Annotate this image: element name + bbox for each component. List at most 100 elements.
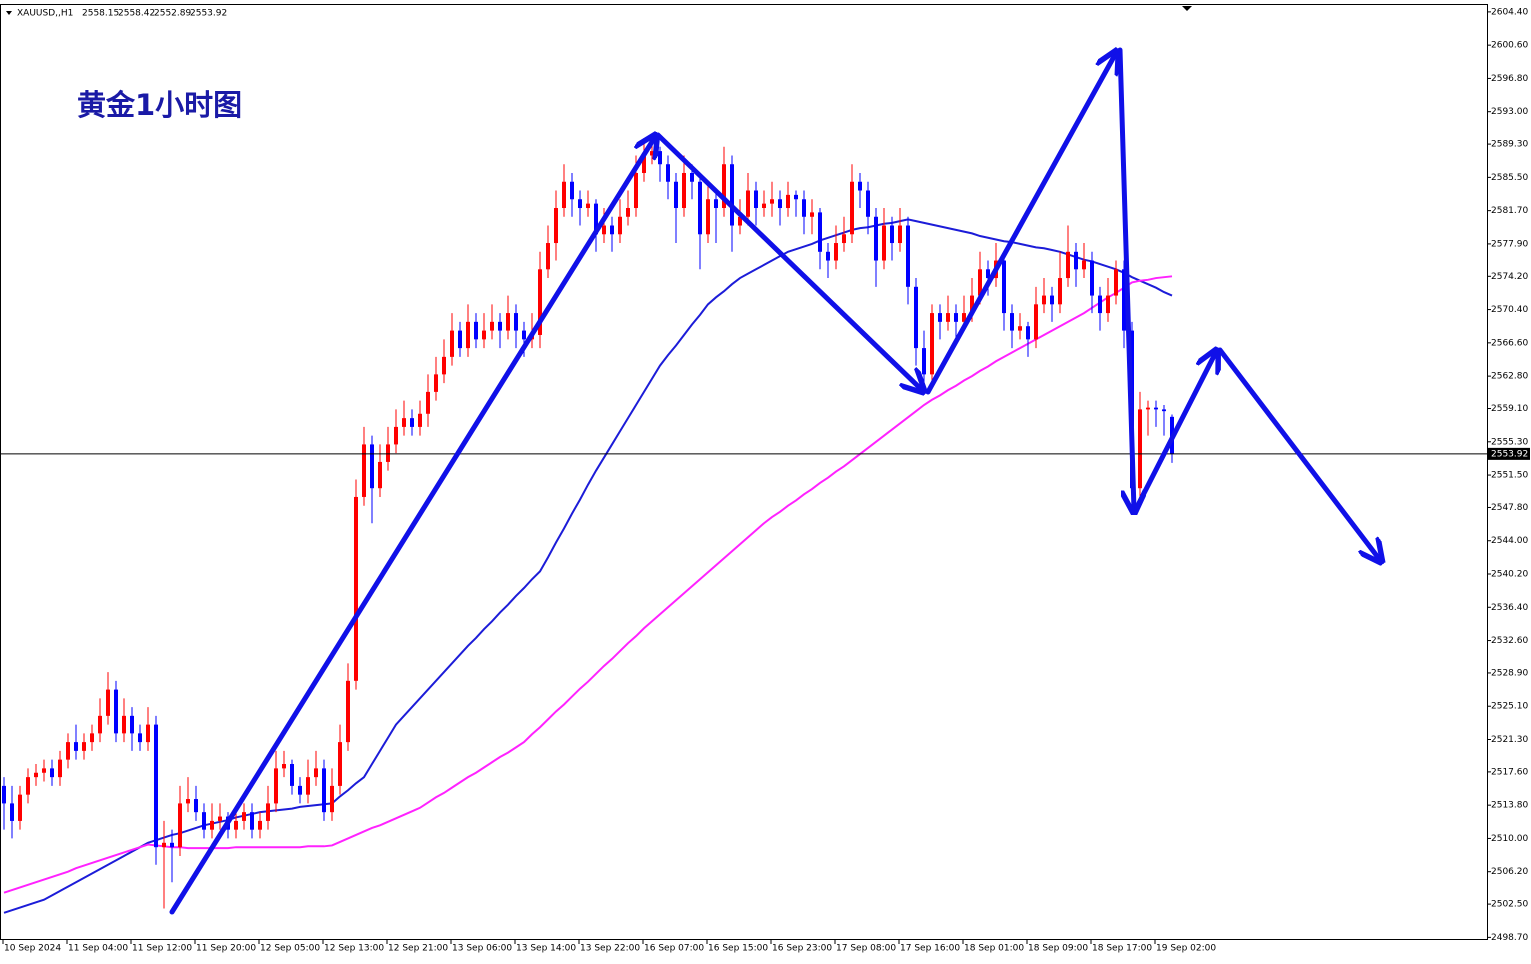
candle-body — [746, 190, 750, 217]
candle-body — [1082, 260, 1086, 270]
x-tick-label: 13 Sep 14:00 — [516, 944, 576, 954]
y-tick-label: 2544.00 — [1491, 536, 1528, 546]
x-tick-label: 13 Sep 06:00 — [452, 944, 512, 954]
x-tick-label: 17 Sep 16:00 — [900, 944, 960, 954]
candle-body — [666, 164, 670, 182]
trend-arrows — [169, 47, 1380, 915]
y-tick-label: 2585.50 — [1491, 173, 1528, 183]
y-tick-label: 2596.80 — [1491, 74, 1528, 84]
candle-body — [858, 181, 862, 191]
candle-body — [450, 330, 454, 357]
y-tick-label: 2581.70 — [1491, 206, 1528, 216]
candle-body — [394, 426, 398, 445]
y-tick-label: 2540.20 — [1491, 570, 1528, 580]
x-tick-label: 16 Sep 15:00 — [708, 944, 768, 954]
candle-body — [1162, 409, 1166, 412]
candle-body — [1026, 326, 1030, 340]
y-tick-label: 2517.60 — [1491, 767, 1528, 777]
candle-body — [770, 199, 774, 204]
candle-body — [274, 768, 278, 804]
candle-body — [98, 715, 102, 734]
candle-body — [626, 208, 630, 217]
candle-body — [234, 820, 238, 830]
candle-body — [1010, 313, 1014, 331]
candle-body — [682, 172, 686, 209]
candle-body — [546, 243, 550, 270]
y-tick-label: 2551.50 — [1491, 471, 1528, 481]
arrow — [1117, 47, 1134, 510]
y-tick-label: 2502.50 — [1491, 900, 1528, 910]
y-tick-label: 2604.40 — [1491, 7, 1528, 17]
candle-body — [298, 785, 302, 795]
candle-body — [714, 199, 718, 209]
y-tick-label: 2498.70 — [1491, 933, 1528, 943]
candle-body — [946, 313, 950, 322]
candle-body — [74, 742, 78, 751]
x-tick-label: 11 Sep 12:00 — [132, 944, 192, 954]
y-tick-label: 2593.00 — [1491, 107, 1528, 117]
candle-body — [58, 759, 62, 778]
candle-body — [378, 461, 382, 489]
y-tick-label: 2555.30 — [1491, 437, 1528, 447]
candle-body — [810, 212, 814, 217]
candle-body — [1066, 251, 1070, 279]
candle-body — [690, 172, 694, 182]
candle-body — [2, 785, 6, 804]
candle-body — [850, 181, 854, 235]
candle-body — [66, 742, 70, 760]
candle-body — [562, 181, 566, 209]
arrow — [925, 53, 1116, 395]
candle-body — [1058, 278, 1062, 305]
header-open: 2558.15 — [82, 9, 119, 19]
candle-body — [1034, 304, 1038, 340]
candle-body — [1050, 295, 1054, 305]
candle-body — [722, 164, 726, 209]
candle-body — [1018, 326, 1022, 331]
x-tick-label: 12 Sep 21:00 — [388, 944, 448, 954]
candle-body — [642, 155, 646, 173]
candle-body — [1122, 269, 1126, 331]
candle-body — [186, 799, 190, 804]
candle-body — [1146, 407, 1150, 410]
candle-body — [698, 181, 702, 235]
moving-average — [3, 218, 1173, 914]
x-tick-label: 18 Sep 17:00 — [1092, 944, 1152, 954]
candle-body — [962, 313, 966, 322]
candle-body — [1098, 295, 1102, 314]
candle-body — [602, 225, 606, 235]
candle-body — [874, 216, 878, 261]
candle-body — [194, 799, 198, 813]
candle-body — [154, 724, 158, 848]
candle-body — [802, 199, 806, 217]
candle-body — [610, 225, 614, 235]
y-tick-label: 2547.80 — [1491, 503, 1528, 513]
candle-body — [762, 203, 766, 209]
x-tick-label: 12 Sep 13:00 — [324, 944, 384, 954]
candle-body — [618, 216, 622, 235]
candle-body — [786, 194, 790, 209]
candle-body — [250, 812, 254, 830]
candle-body — [50, 768, 54, 778]
price-label-bg — [1488, 447, 1530, 460]
candle-body — [130, 715, 134, 734]
candle-body — [826, 251, 830, 261]
price-label: 2553.92 — [1491, 449, 1528, 459]
arrow — [655, 132, 922, 390]
candle-body — [906, 225, 910, 287]
candle-body — [354, 496, 358, 681]
candle-body — [506, 313, 510, 331]
candle-body — [754, 190, 758, 209]
header-low: 2552.89 — [154, 9, 191, 19]
candle-body — [650, 151, 654, 156]
y-tick-label: 2589.30 — [1491, 140, 1528, 150]
arrow — [169, 137, 655, 915]
candle-body — [730, 164, 734, 226]
header-marker — [6, 11, 12, 15]
y-tick-label: 2570.40 — [1491, 305, 1528, 315]
y-tick-label: 2513.80 — [1491, 801, 1528, 811]
candle-body — [674, 181, 678, 209]
candle-body — [554, 208, 558, 244]
candle-body — [18, 794, 22, 821]
candle-body — [986, 269, 990, 279]
